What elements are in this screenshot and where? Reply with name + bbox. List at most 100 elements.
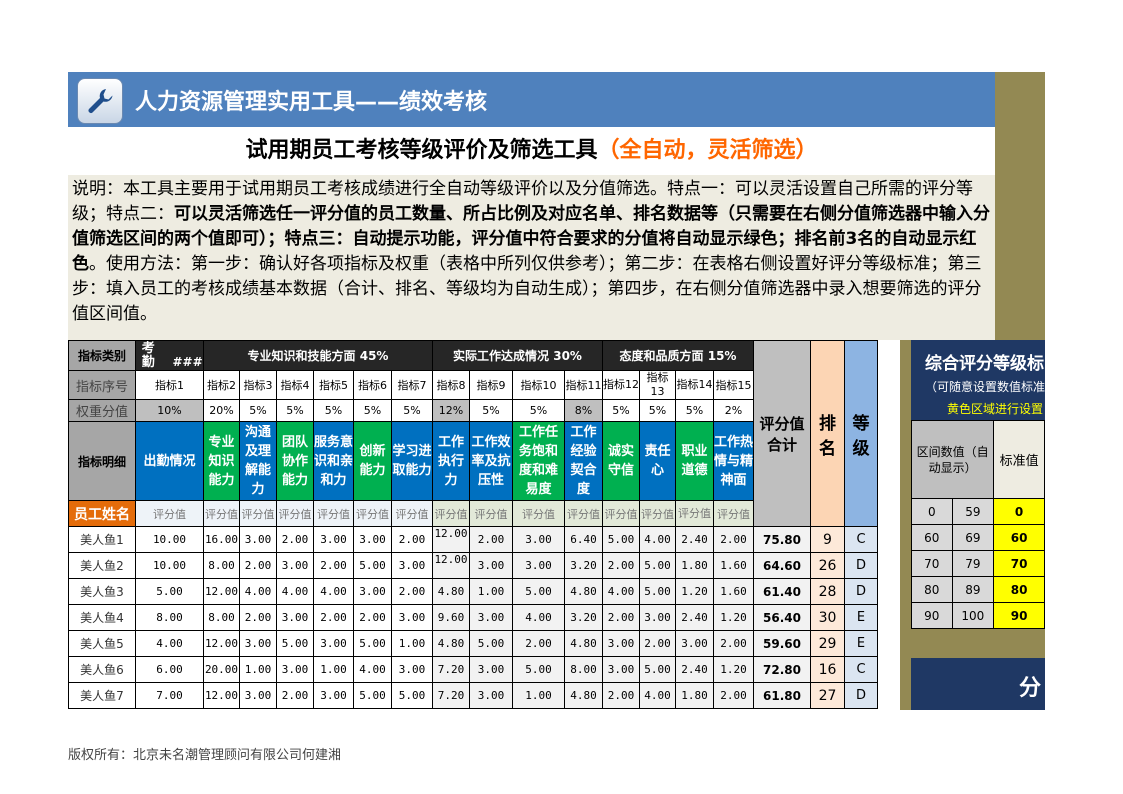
score-cell[interactable]: 2.00: [391, 578, 433, 605]
score-cell[interactable]: 6.00: [135, 656, 204, 683]
score-cell[interactable]: 3.00: [313, 630, 354, 657]
score-cell[interactable]: 4.00: [239, 578, 277, 605]
score-cell[interactable]: 4.00: [313, 578, 354, 605]
score-cell[interactable]: 7.20: [432, 656, 470, 683]
score-cell[interactable]: 4.80: [432, 630, 470, 657]
score-cell[interactable]: 3.00: [675, 630, 714, 657]
score-cell[interactable]: 2.00: [639, 630, 676, 657]
score-cell[interactable]: 1.60: [713, 552, 754, 579]
grading-standard-input[interactable]: 80: [993, 576, 1045, 603]
score-cell[interactable]: 4.00: [135, 630, 204, 657]
score-cell[interactable]: 1.00: [239, 656, 277, 683]
score-cell[interactable]: 3.00: [276, 656, 314, 683]
grading-standard-input[interactable]: 0: [993, 498, 1045, 525]
score-cell[interactable]: 2.00: [239, 552, 277, 579]
score-cell[interactable]: 4.80: [564, 682, 603, 709]
score-cell[interactable]: 1.00: [313, 656, 354, 683]
score-cell[interactable]: 3.20: [564, 552, 603, 579]
grading-standard-input[interactable]: 60: [993, 524, 1045, 551]
grading-standard-input[interactable]: 90: [993, 602, 1045, 629]
score-cell[interactable]: 4.00: [639, 526, 676, 553]
score-cell[interactable]: 4.00: [276, 578, 314, 605]
score-cell[interactable]: 3.00: [353, 526, 392, 553]
score-cell[interactable]: 2.00: [602, 682, 640, 709]
score-cell[interactable]: 2.00: [713, 630, 754, 657]
score-cell[interactable]: 4.00: [353, 656, 392, 683]
score-cell[interactable]: 2.00: [353, 604, 392, 631]
score-cell[interactable]: 3.00: [276, 552, 314, 579]
score-cell[interactable]: 6.40: [564, 526, 603, 553]
score-cell[interactable]: 1.00: [512, 682, 565, 709]
score-cell[interactable]: 1.20: [713, 656, 754, 683]
score-cell[interactable]: 5.00: [353, 630, 392, 657]
score-cell[interactable]: 7.00: [135, 682, 204, 709]
score-cell[interactable]: 3.00: [512, 526, 565, 553]
score-cell[interactable]: 2.00: [713, 682, 754, 709]
score-cell[interactable]: 3.00: [239, 682, 277, 709]
score-cell[interactable]: 2.00: [313, 604, 354, 631]
score-cell[interactable]: 2.00: [602, 604, 640, 631]
score-cell[interactable]: 5.00: [512, 578, 565, 605]
score-cell[interactable]: 1.60: [713, 578, 754, 605]
score-cell[interactable]: 9.60: [432, 604, 470, 631]
score-cell[interactable]: 5.00: [639, 552, 676, 579]
score-cell[interactable]: 3.00: [512, 552, 565, 579]
score-cell[interactable]: 5.00: [353, 682, 392, 709]
score-cell[interactable]: 5.00: [276, 630, 314, 657]
score-cell[interactable]: 2.00: [313, 552, 354, 579]
score-cell[interactable]: 4.80: [564, 630, 603, 657]
score-cell[interactable]: 2.40: [675, 526, 714, 553]
score-cell[interactable]: 4.80: [564, 578, 603, 605]
score-cell[interactable]: 3.00: [313, 682, 354, 709]
score-cell[interactable]: 2.40: [675, 656, 714, 683]
score-cell[interactable]: 1.80: [675, 682, 714, 709]
score-cell[interactable]: 2.00: [239, 604, 277, 631]
score-cell[interactable]: 4.80: [432, 578, 470, 605]
score-cell[interactable]: 2.00: [276, 526, 314, 553]
score-cell[interactable]: 2.00: [469, 526, 513, 553]
score-cell[interactable]: 5.00: [135, 578, 204, 605]
score-cell[interactable]: 3.00: [276, 604, 314, 631]
score-cell[interactable]: 3.00: [469, 656, 513, 683]
score-cell[interactable]: 7.20: [432, 682, 470, 709]
score-cell[interactable]: 5.00: [469, 630, 513, 657]
score-cell[interactable]: 3.00: [353, 578, 392, 605]
score-cell[interactable]: 3.00: [469, 682, 513, 709]
score-cell[interactable]: 4.00: [602, 578, 640, 605]
score-cell[interactable]: 3.00: [602, 656, 640, 683]
score-cell[interactable]: 3.00: [602, 630, 640, 657]
grading-standard-input[interactable]: 70: [993, 550, 1045, 577]
score-cell[interactable]: 10.00: [135, 552, 204, 579]
score-cell[interactable]: 3.00: [239, 526, 277, 553]
score-cell[interactable]: 12.00: [203, 630, 240, 657]
score-cell[interactable]: 8.00: [203, 604, 240, 631]
score-cell[interactable]: 16.00: [203, 526, 240, 553]
score-cell[interactable]: 3.00: [391, 552, 433, 579]
score-cell[interactable]: 3.00: [391, 656, 433, 683]
score-cell[interactable]: 1.00: [469, 578, 513, 605]
score-cell[interactable]: 5.00: [639, 656, 676, 683]
score-cell[interactable]: 5.00: [512, 656, 565, 683]
score-cell[interactable]: 2.00: [276, 682, 314, 709]
score-cell[interactable]: 4.00: [512, 604, 565, 631]
score-cell[interactable]: 3.00: [391, 604, 433, 631]
score-cell[interactable]: 5.00: [639, 578, 676, 605]
score-cell[interactable]: 20.00: [203, 656, 240, 683]
score-cell[interactable]: 1.20: [713, 604, 754, 631]
score-cell[interactable]: 2.00: [602, 552, 640, 579]
score-cell[interactable]: 2.40: [675, 604, 714, 631]
score-cell[interactable]: 12.00: [203, 578, 240, 605]
score-cell[interactable]: 12.00: [432, 526, 470, 553]
score-cell[interactable]: 8.00: [564, 656, 603, 683]
score-cell[interactable]: 3.00: [239, 630, 277, 657]
score-cell[interactable]: 1.20: [675, 578, 714, 605]
score-cell[interactable]: 1.00: [391, 630, 433, 657]
score-cell[interactable]: 4.00: [639, 682, 676, 709]
score-cell[interactable]: 3.20: [564, 604, 603, 631]
score-cell[interactable]: 3.00: [313, 526, 354, 553]
score-cell[interactable]: 8.00: [203, 552, 240, 579]
score-cell[interactable]: 2.00: [512, 630, 565, 657]
score-cell[interactable]: 5.00: [353, 552, 392, 579]
score-cell[interactable]: 2.00: [713, 526, 754, 553]
score-cell[interactable]: 2.00: [391, 526, 433, 553]
